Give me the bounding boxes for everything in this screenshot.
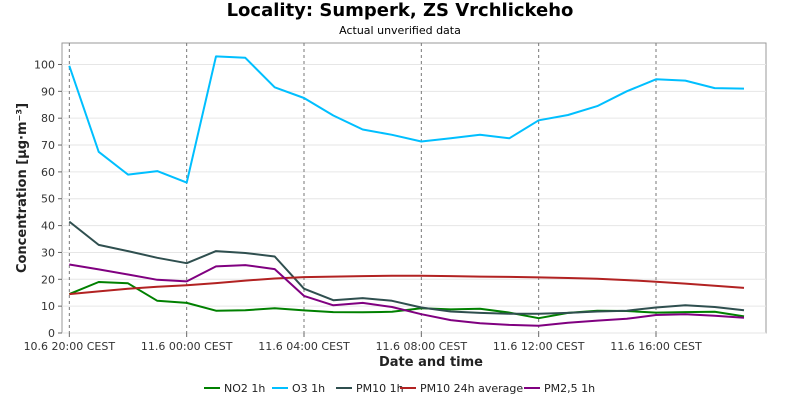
y-tick-label: 30: [41, 246, 55, 259]
x-axis-title: Date and time: [379, 355, 483, 370]
y-tick-label: 60: [41, 166, 55, 179]
y-tick-label: 100: [34, 58, 55, 71]
y-axis-title: Concentration [µg·m⁻³]: [15, 103, 30, 273]
series-lines: [68, 55, 745, 327]
chart-title: Locality: Sumperk, ZS Vrchlickeho: [226, 0, 574, 21]
x-tick-label: 11.6 12:00 CEST: [493, 340, 585, 353]
y-axis: 0 10 20 30 40 50 60 70 80 90 100: [34, 58, 62, 340]
plot-background: [61, 42, 767, 334]
series-line-o3-1h: [68, 55, 745, 184]
series-line-pm10-24h-average: [69, 274, 745, 296]
y-tick-label: 50: [41, 193, 55, 206]
legend-label-o3-1h: O3 1h: [292, 382, 325, 395]
chart-subtitle: Actual unverified data: [339, 24, 461, 37]
y-tick-label: 40: [41, 220, 55, 233]
y-tick-label: 20: [41, 273, 55, 286]
y-tick-label: 70: [41, 139, 55, 152]
legend-label-no2-1h: NO2 1h: [224, 382, 265, 395]
x-tick-label: 11.6 04:00 CEST: [258, 340, 350, 353]
x-axis: 10.6 20:00 CEST 11.6 00:00 CEST 11.6 04:00…: [24, 333, 702, 353]
y-tick-label: 10: [41, 300, 55, 313]
y-tick-label: 80: [41, 112, 55, 125]
x-tick-label: 11.6 00:00 CEST: [141, 340, 233, 353]
series-line-pm10-1h: [68, 220, 745, 315]
x-tick-label: 11.6 16:00 CEST: [610, 340, 702, 353]
legend-label-pm10-1h: PM10 1h: [356, 382, 404, 395]
x-tick-label: 10.6 20:00 CEST: [24, 340, 116, 353]
y-tick-label: 0: [48, 327, 55, 340]
y-tick-label: 90: [41, 85, 55, 98]
x-tick-label: 11.6 08:00 CEST: [376, 340, 468, 353]
series-line-pm2-5-1h: [69, 263, 745, 327]
grid-lines: [62, 43, 766, 334]
legend-label-pm2-5-1h: PM2,5 1h: [544, 382, 595, 395]
legend: NO2 1h O3 1h PM10 1h PM10 24h average PM2,5 …: [204, 382, 595, 395]
legend-label-pm10-24h-average: PM10 24h average: [420, 382, 523, 395]
